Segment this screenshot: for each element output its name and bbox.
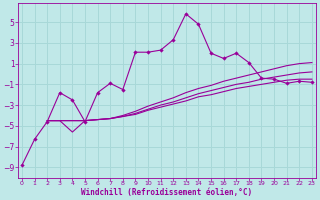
X-axis label: Windchill (Refroidissement éolien,°C): Windchill (Refroidissement éolien,°C)	[81, 188, 252, 197]
